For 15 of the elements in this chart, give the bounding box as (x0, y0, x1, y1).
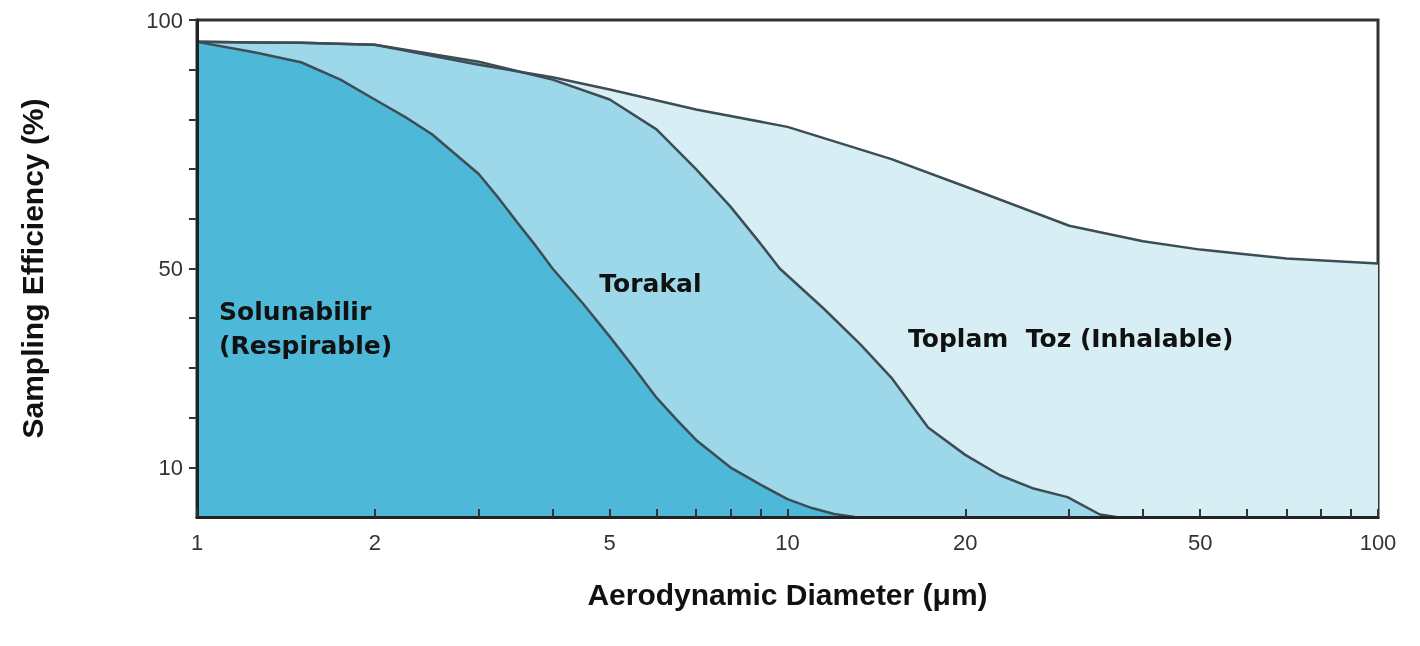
y-tick-label: 50 (158, 256, 183, 281)
series-label: Solunabilir (Respirable) (219, 296, 393, 360)
x-tick-label: 1 (190, 529, 204, 555)
series-label: Toplam Toz (Inhalable) (908, 323, 1234, 353)
x-tick-label: 5 (603, 529, 616, 555)
x-tick-label: 100 (1359, 529, 1397, 555)
y-tick-label: 10 (158, 454, 183, 480)
x-tick-label: 2 (368, 529, 381, 555)
y-axis-title: Sampling Efficiency (%) (15, 98, 49, 439)
series-label: Torakal (599, 268, 702, 298)
x-tick-label: 10 (775, 529, 800, 555)
x-tick-label: 20 (953, 529, 978, 555)
x-tick-label: 50 (1188, 529, 1213, 555)
y-tick-label: 100 (146, 7, 183, 33)
x-axis-title: Aerodynamic Diameter (μm) (587, 577, 988, 611)
